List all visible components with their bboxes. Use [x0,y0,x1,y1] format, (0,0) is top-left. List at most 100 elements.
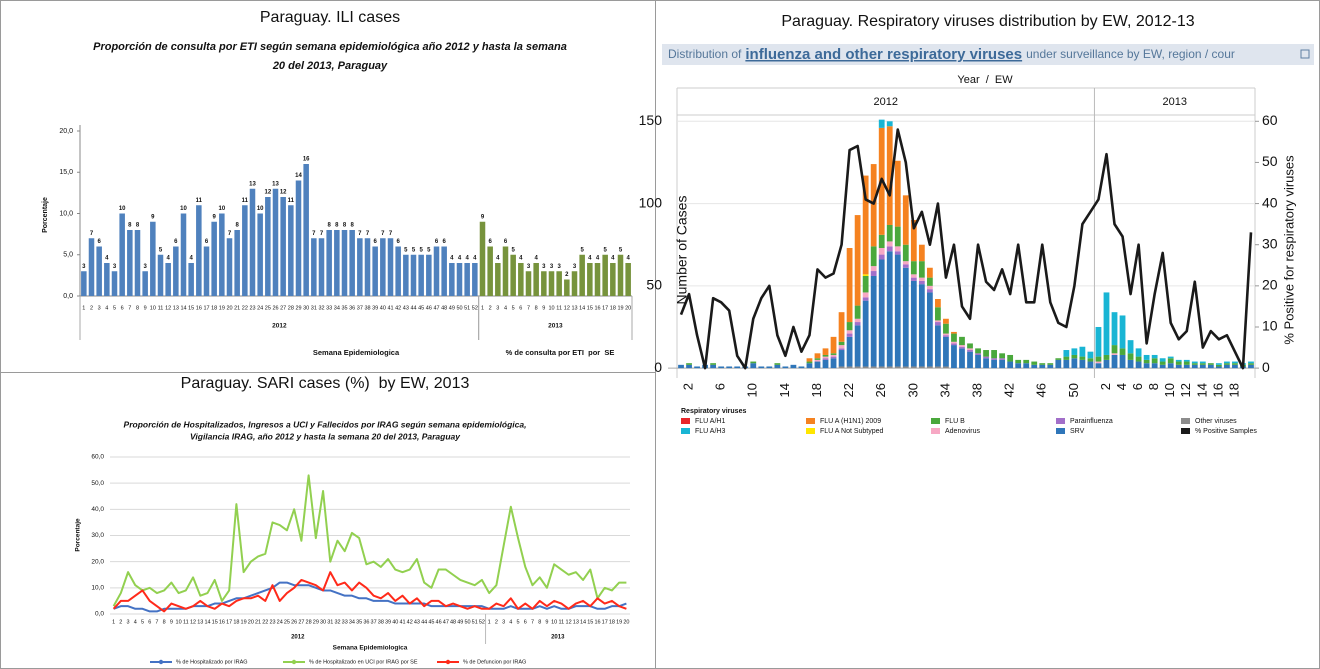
bar-segment [1224,364,1230,369]
bar [142,271,148,296]
bar-segment [1215,366,1222,369]
bar-segment [854,305,861,319]
bar [188,263,194,296]
x-tick-label: 41 [399,619,405,625]
x-tick-label: 2 [119,619,122,625]
bar-segment [806,358,813,362]
bar-segment [1248,361,1254,364]
y-tick-label: 100 [639,194,663,210]
bar [295,180,302,296]
legend-swatch [1181,428,1190,434]
value-label: 6 [205,239,209,245]
bar-segment [1095,363,1102,369]
bar [525,271,532,296]
bar-segment [1095,356,1102,362]
value-label: 5 [619,247,623,253]
bar-segment [758,366,765,369]
bar [449,263,455,296]
bar [280,197,286,296]
bar-segment [1199,361,1206,364]
bar-segment [838,366,845,369]
bar-segment [862,366,869,369]
bar-segment [1079,356,1086,360]
bar-segment [991,359,997,369]
value-label: 13 [272,181,279,187]
x-tick-label: 17 [602,619,608,625]
x-tick-label: 13 [571,305,577,311]
bar-segment [886,121,893,127]
subtitle-link[interactable]: influenza and other respiratory viruses [745,46,1022,63]
x-tick-label: 2 [680,383,695,390]
bar-segment [838,348,845,351]
x-tick-label: 27 [280,305,286,311]
series-line [112,474,627,607]
x-tick-label: 10 [1162,383,1177,397]
bar [341,230,348,296]
bar-segment [918,277,925,281]
bar-segment [846,366,853,369]
bar-segment [862,275,869,293]
legend-swatch [1181,418,1190,424]
value-label: 8 [335,223,339,229]
bar-segment [862,274,869,276]
bar-segment [1111,354,1118,369]
legend-marker [445,659,451,665]
value-label: 5 [580,247,584,253]
x-tick-label: 7 [128,305,131,311]
x-tick-label: 30 [303,305,309,311]
y-tick-label: 0,0 [63,293,73,300]
bar [456,263,463,296]
bar-segment [1047,364,1054,369]
x-tick-label: 50 [464,619,470,625]
bar-segment [694,366,700,369]
bar-segment [902,264,909,268]
x-tick-label: 7 [531,619,534,625]
bar-segment [854,325,861,367]
x-tick-label: 38 [364,305,370,311]
bar [472,263,478,296]
x-tick-label: 4 [504,305,507,311]
value-label: 8 [327,223,331,229]
x-tick-label: 10 [150,305,156,311]
bar [510,254,516,296]
bar-segment [1031,364,1038,369]
value-label: 6 [435,239,439,245]
bar [410,254,417,296]
value-label: 7 [312,231,316,237]
value-label: 4 [189,256,193,262]
x-tick-label: 32 [318,305,324,311]
x-tick-label: 51 [472,619,478,625]
value-label: 8 [128,223,132,229]
panel-title: Paraguay. ILI cases [260,9,400,26]
bar-segment [1167,363,1174,369]
y-tick-label: 30,0 [91,532,104,539]
y-tick-label: 20,0 [91,558,104,565]
bar-segment [678,364,684,369]
bar-segment [830,354,837,357]
bar-segment [1063,359,1070,369]
bar-segment [1159,364,1166,369]
x-tick-label: 15 [188,305,194,311]
x-tick-label: 31 [311,305,317,311]
bar-segment [910,277,917,281]
x-tick-label: 8 [136,305,139,311]
x-tick-label: 10 [548,305,554,311]
chart-subtitle: Distribution of influenza and other respi… [668,46,1235,63]
bar-segment [1039,364,1046,369]
x-tick-label: 13 [573,619,579,625]
x-tick-label: 14 [204,619,210,625]
bar-segment [1119,354,1126,369]
bar-segment [854,215,861,306]
value-label: 5 [159,247,163,253]
legend-title: Respiratory viruses [681,408,746,415]
bar-segment [1071,354,1078,359]
bar [433,246,440,296]
external-link-icon[interactable] [1300,49,1310,59]
x-tick-label: 6 [148,619,151,625]
bar-segment [975,348,981,354]
value-label: 6 [396,239,400,245]
bar-segment [1087,358,1094,362]
value-label: 4 [519,256,523,262]
value-label: 3 [573,264,577,270]
x-tick-label: 14 [777,383,792,397]
